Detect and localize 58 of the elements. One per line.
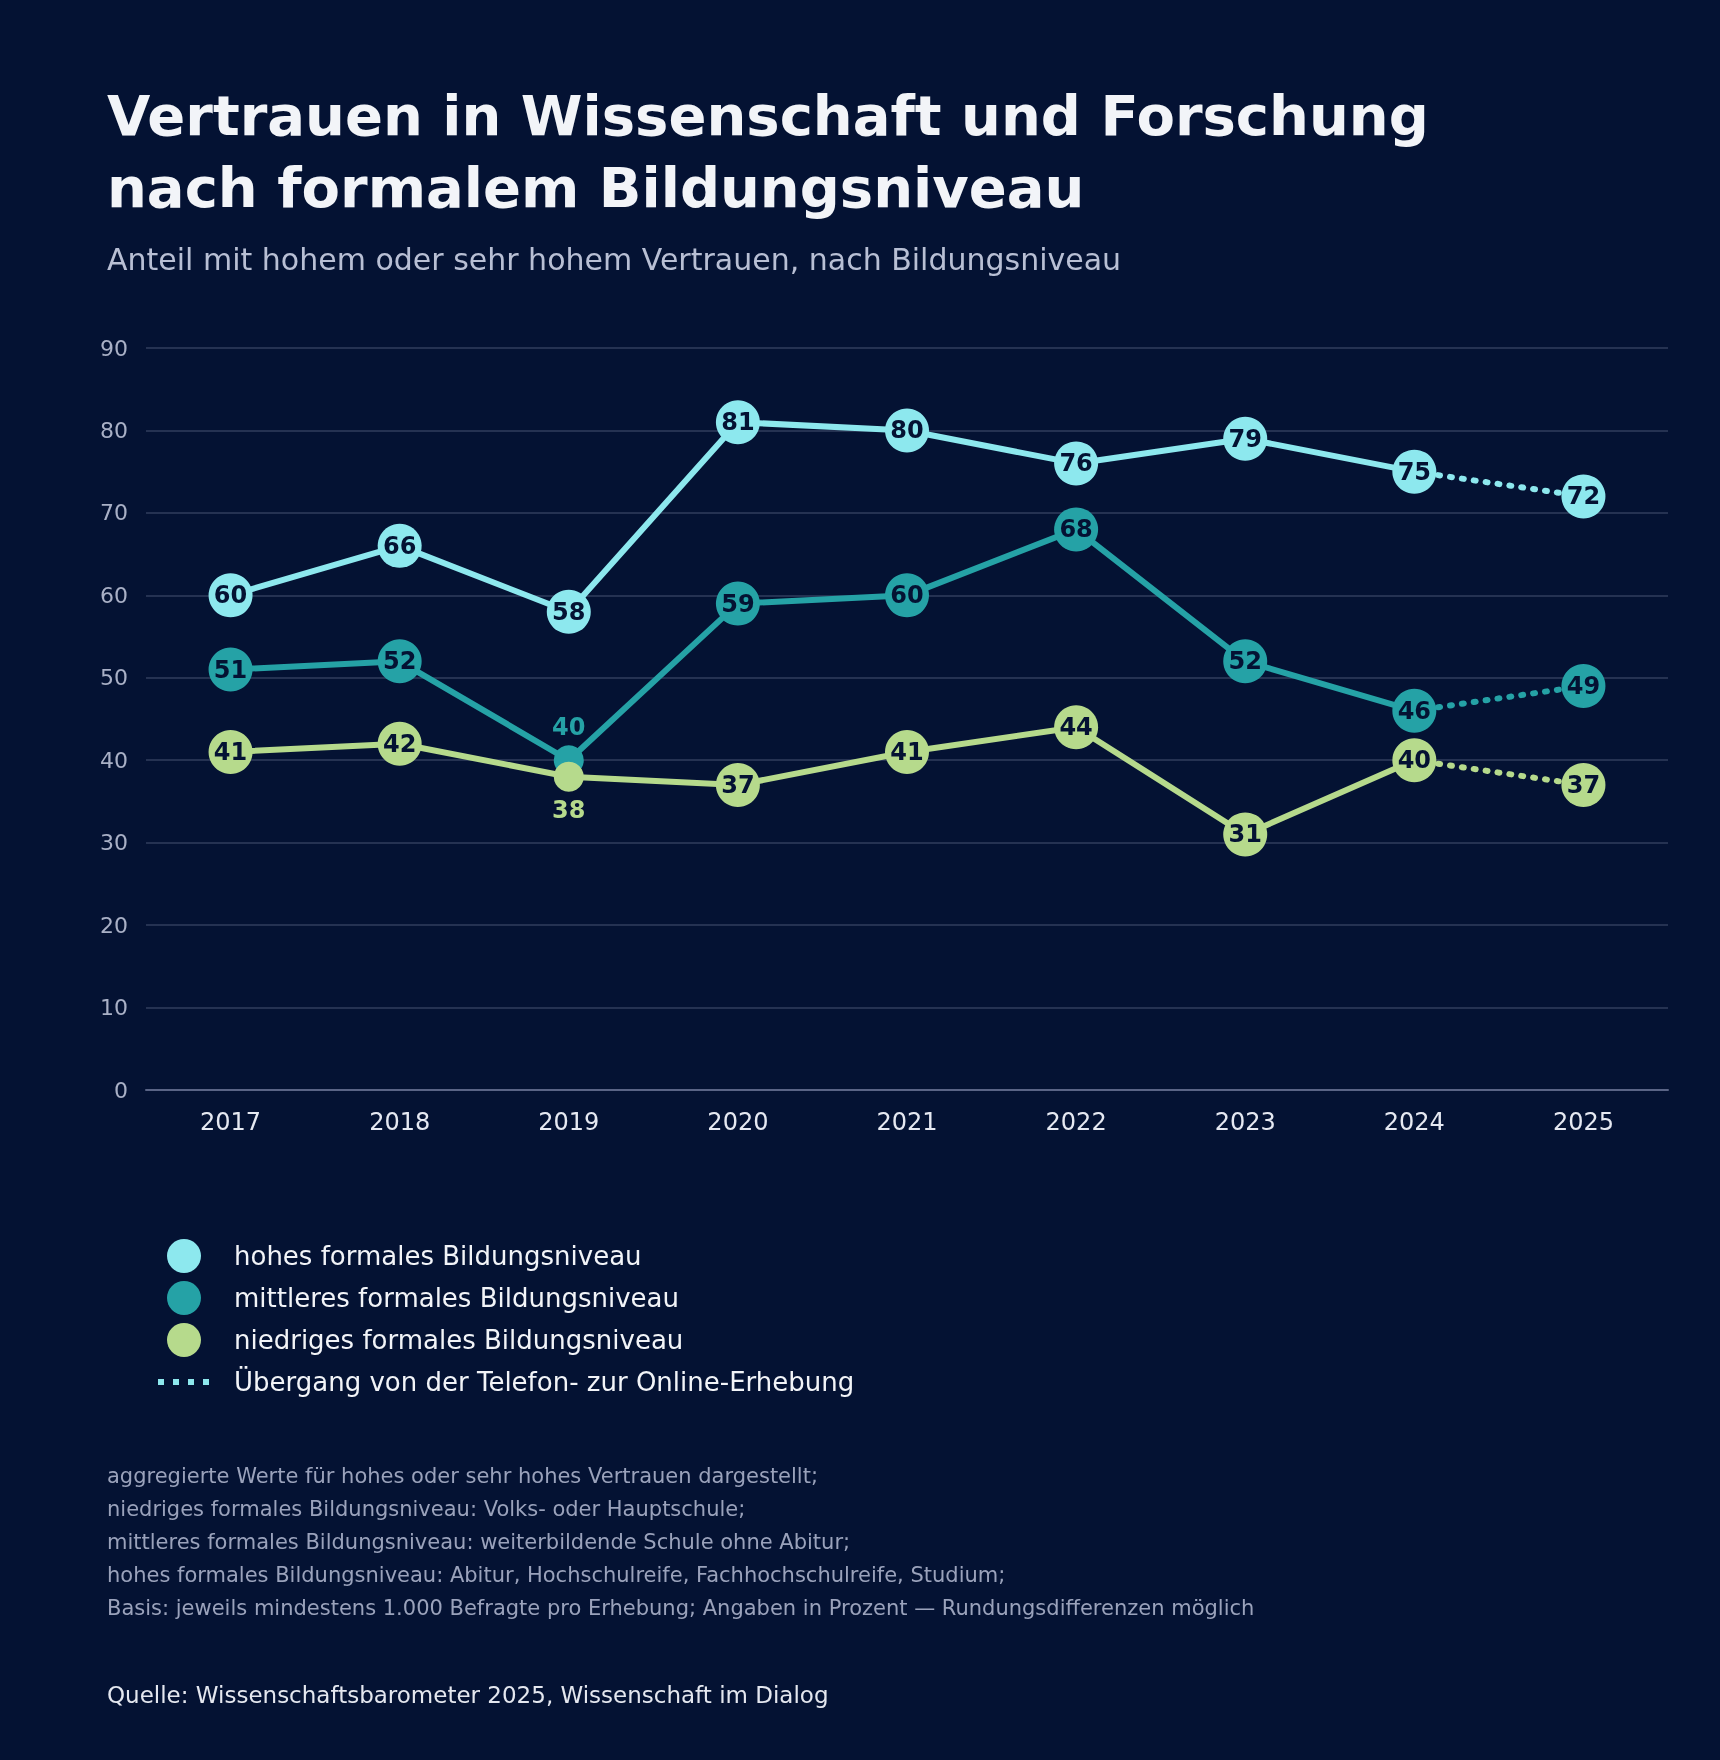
data-label: 40: [552, 713, 586, 742]
legend-label: niedriges formales Bildungsniveau: [234, 1325, 684, 1355]
legend-label: hohes formales Bildungsniveau: [234, 1241, 642, 1271]
text: niedriges formales Bildungsniveau: Volks- oder Hauptschule;: [107, 1496, 747, 1523]
legend-label: mittleres formales Bildungsniveau: [234, 1283, 679, 1313]
y-tick-label: 50: [100, 665, 128, 691]
x-tick-label: 2025: [1552, 1108, 1614, 1136]
data-label: 44: [1059, 713, 1093, 742]
data-label: 58: [552, 597, 586, 626]
data-label: 37: [721, 770, 755, 799]
text: hohes formales Bildungsniveau: Abitur, Hochschulreife, Fachhochschulreife, Studium;: [107, 1562, 1007, 1589]
data-label: 46: [1397, 696, 1432, 725]
data-label: 31: [1228, 820, 1262, 849]
y-tick-label: 40: [100, 747, 128, 773]
chart-title: Vertrauen in Wissenschaft und Forschung nach formalem Bildungsniveau: [107, 82, 1430, 222]
text: mittleres formales Bildungsniveau: weiterbildende Schule ohne Abitur;: [107, 1529, 852, 1556]
x-tick-label: 2019: [538, 1108, 600, 1136]
x-tick-label: 2021: [876, 1108, 938, 1136]
data-label: 60: [213, 581, 248, 610]
text: Basis: jeweils mindestens 1.000 Befragte pro Erhebung; Angaben in Prozent — Rundungsdifferenzen möglich: [107, 1595, 1255, 1622]
legend-label: Übergang von der Telefon- zur Online-Erhebung: [234, 1367, 855, 1397]
data-label: 41: [890, 737, 924, 766]
data-label: 49: [1566, 672, 1601, 701]
data-label: 40: [1397, 746, 1432, 775]
data-label: 80: [890, 416, 924, 445]
text: aggregierte Werte für hohes oder sehr hohes Vertrauen dargestellt;: [107, 1463, 820, 1490]
data-label: 66: [382, 531, 417, 560]
x-tick-label: 2022: [1045, 1108, 1107, 1136]
data-label: 68: [1059, 515, 1093, 544]
data-label: 75: [1397, 457, 1432, 486]
data-label: 76: [1059, 449, 1093, 478]
y-tick-label: 30: [100, 830, 128, 856]
data-label: 59: [721, 589, 755, 618]
data-label: 41: [213, 737, 248, 766]
data-label: 52: [1228, 647, 1262, 676]
x-tick-label: 2018: [369, 1108, 431, 1136]
data-label: 52: [382, 647, 417, 676]
y-tick-label: 70: [100, 500, 128, 526]
source-note: Quelle: Wissenschaftsbarometer 2025, Wissenschaft im Dialog: [107, 1682, 829, 1708]
y-tick-label: 10: [100, 995, 128, 1021]
x-tick-label: 2024: [1383, 1108, 1445, 1136]
data-label: 37: [1566, 770, 1601, 799]
x-tick-label: 2023: [1214, 1108, 1276, 1136]
data-label: 72: [1566, 482, 1601, 511]
y-tick-label: 0: [114, 1077, 128, 1103]
data-label: 81: [721, 408, 755, 437]
x-tick-label: 2017: [200, 1108, 262, 1136]
data-label: 79: [1228, 424, 1262, 453]
y-tick-label: 90: [100, 335, 128, 361]
x-tick-label: 2020: [707, 1108, 769, 1136]
y-tick-label: 20: [100, 912, 128, 938]
data-label: 51: [213, 655, 248, 684]
y-tick-label: 80: [100, 417, 128, 443]
data-label: 42: [382, 729, 417, 758]
chart-subtitle: Anteil mit hohem oder sehr hohem Vertrauen, nach Bildungsniveau: [107, 242, 1122, 277]
y-tick-label: 60: [100, 582, 128, 608]
data-label: 60: [890, 581, 924, 610]
data-label: 38: [552, 795, 586, 824]
